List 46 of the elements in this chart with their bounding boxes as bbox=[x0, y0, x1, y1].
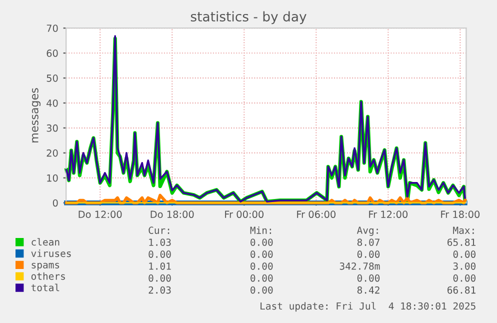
text: Last update: Fri Jul 4 18:30:01 2025 bbox=[260, 302, 476, 312]
text: Cur: bbox=[148, 226, 170, 234]
text: 2.03 bbox=[148, 286, 171, 294]
text: 1.01 bbox=[149, 262, 171, 270]
y-tick-label: 60 bbox=[46, 50, 58, 57]
text: 0.00 bbox=[250, 286, 273, 294]
y-tick-label: 50 bbox=[46, 74, 58, 82]
text: 66.81 bbox=[447, 286, 476, 294]
legend-label: spams bbox=[32, 262, 60, 270]
text: 8.42 bbox=[357, 286, 380, 294]
legend-label: total bbox=[31, 284, 60, 292]
text: 0.00 bbox=[250, 274, 273, 282]
text: 3.00 bbox=[453, 262, 476, 270]
chart-title: statistics - by day bbox=[190, 11, 306, 24]
text: 342.78m bbox=[340, 262, 380, 270]
text: 0.00 bbox=[453, 250, 476, 258]
text: 0.00 bbox=[148, 250, 171, 258]
x-tick-label: Fr 06:00 bbox=[297, 210, 336, 218]
legend-label: viruses bbox=[31, 250, 71, 258]
y-tick-label: 70 bbox=[46, 24, 58, 32]
text: 0.00 bbox=[148, 274, 171, 282]
x-tick-label: Do 12:00 bbox=[78, 210, 122, 218]
text: 0.00 bbox=[357, 274, 380, 282]
legend-label: others bbox=[31, 272, 65, 280]
y-axis-title: messages bbox=[32, 88, 41, 142]
text: Max: bbox=[453, 226, 474, 234]
text: 1.03 bbox=[149, 238, 171, 246]
text: 8.07 bbox=[357, 238, 380, 246]
text: 0.00 bbox=[250, 238, 273, 246]
text: Avg: bbox=[356, 226, 378, 236]
x-tick-label: Fr 18:00 bbox=[441, 210, 480, 218]
legend-label: clean bbox=[32, 238, 60, 246]
y-tick-label: 10 bbox=[47, 174, 58, 182]
text: 0.00 bbox=[250, 250, 273, 258]
y-tick-label: 20 bbox=[46, 149, 58, 157]
x-tick-label: Fr 12:00 bbox=[369, 210, 408, 218]
text: 0.00 bbox=[250, 262, 273, 270]
x-tick-label: Do 18:00 bbox=[150, 210, 194, 218]
x-tick-label: Fr 00:00 bbox=[225, 210, 264, 218]
text: 65.81 bbox=[447, 238, 476, 246]
y-tick-label: 0 bbox=[52, 199, 58, 207]
text: 0.00 bbox=[357, 250, 380, 258]
text: 0.00 bbox=[453, 274, 476, 282]
y-tick-label: 40 bbox=[46, 99, 58, 107]
y-tick-label: 30 bbox=[46, 124, 58, 132]
text: Min: bbox=[250, 226, 272, 234]
